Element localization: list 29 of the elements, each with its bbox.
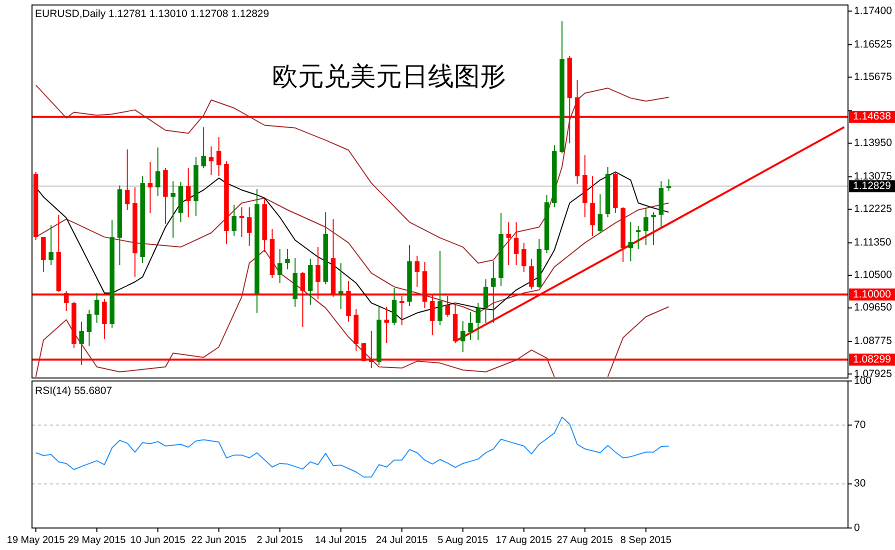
x-tick-label: 10 Jun 2015 [130,535,186,546]
y-tick-label: 0 [854,522,860,534]
y-tick-label: 1.09650 [854,302,892,314]
y-tick-label: 1.11350 [854,236,892,249]
y-tick-label: 1.16525 [854,38,892,50]
x-tick-label: 24 Jul 2015 [376,535,428,546]
x-tick-label: 22 Jun 2015 [191,535,247,546]
x-tick-label: 14 Jul 2015 [315,535,368,546]
chart-title: RSI(14) 55.6807 [35,385,112,397]
ref-line-label: 1.10000 [853,288,892,300]
x-tick-label: 5 Aug 2015 [438,535,489,546]
text: 欧元兑美元日线图形 [272,61,506,91]
ref-line-label: 1.14638 [853,110,892,123]
y-tick-label: 1.08775 [854,335,892,348]
y-tick-label: 1.17400 [854,4,892,17]
x-tick-label: 29 May 2015 [68,535,126,546]
y-tick-label: 1.12225 [854,203,892,216]
x-tick-label: 2 Jul 2015 [256,535,304,546]
chart-subtitle: EURUSD,Daily 1.12781 1.13010 1.12708 1.12829 [35,8,270,20]
y-tick-label: 1.15675 [854,70,892,83]
y-tick-label: 1.13950 [854,137,892,150]
y-tick-label: 30 [854,478,866,490]
x-tick-label: 17 Aug 2015 [496,535,552,546]
ref-line-label: 1.08299 [853,353,892,366]
x-tick-label: 8 Sep 2015 [620,535,672,546]
y-tick-label: 70 [854,418,866,431]
x-tick-label: 19 May 2015 [6,535,66,546]
x-tick-label: 27 Aug 2015 [556,535,614,546]
y-tick-label: 1.10500 [854,269,892,282]
